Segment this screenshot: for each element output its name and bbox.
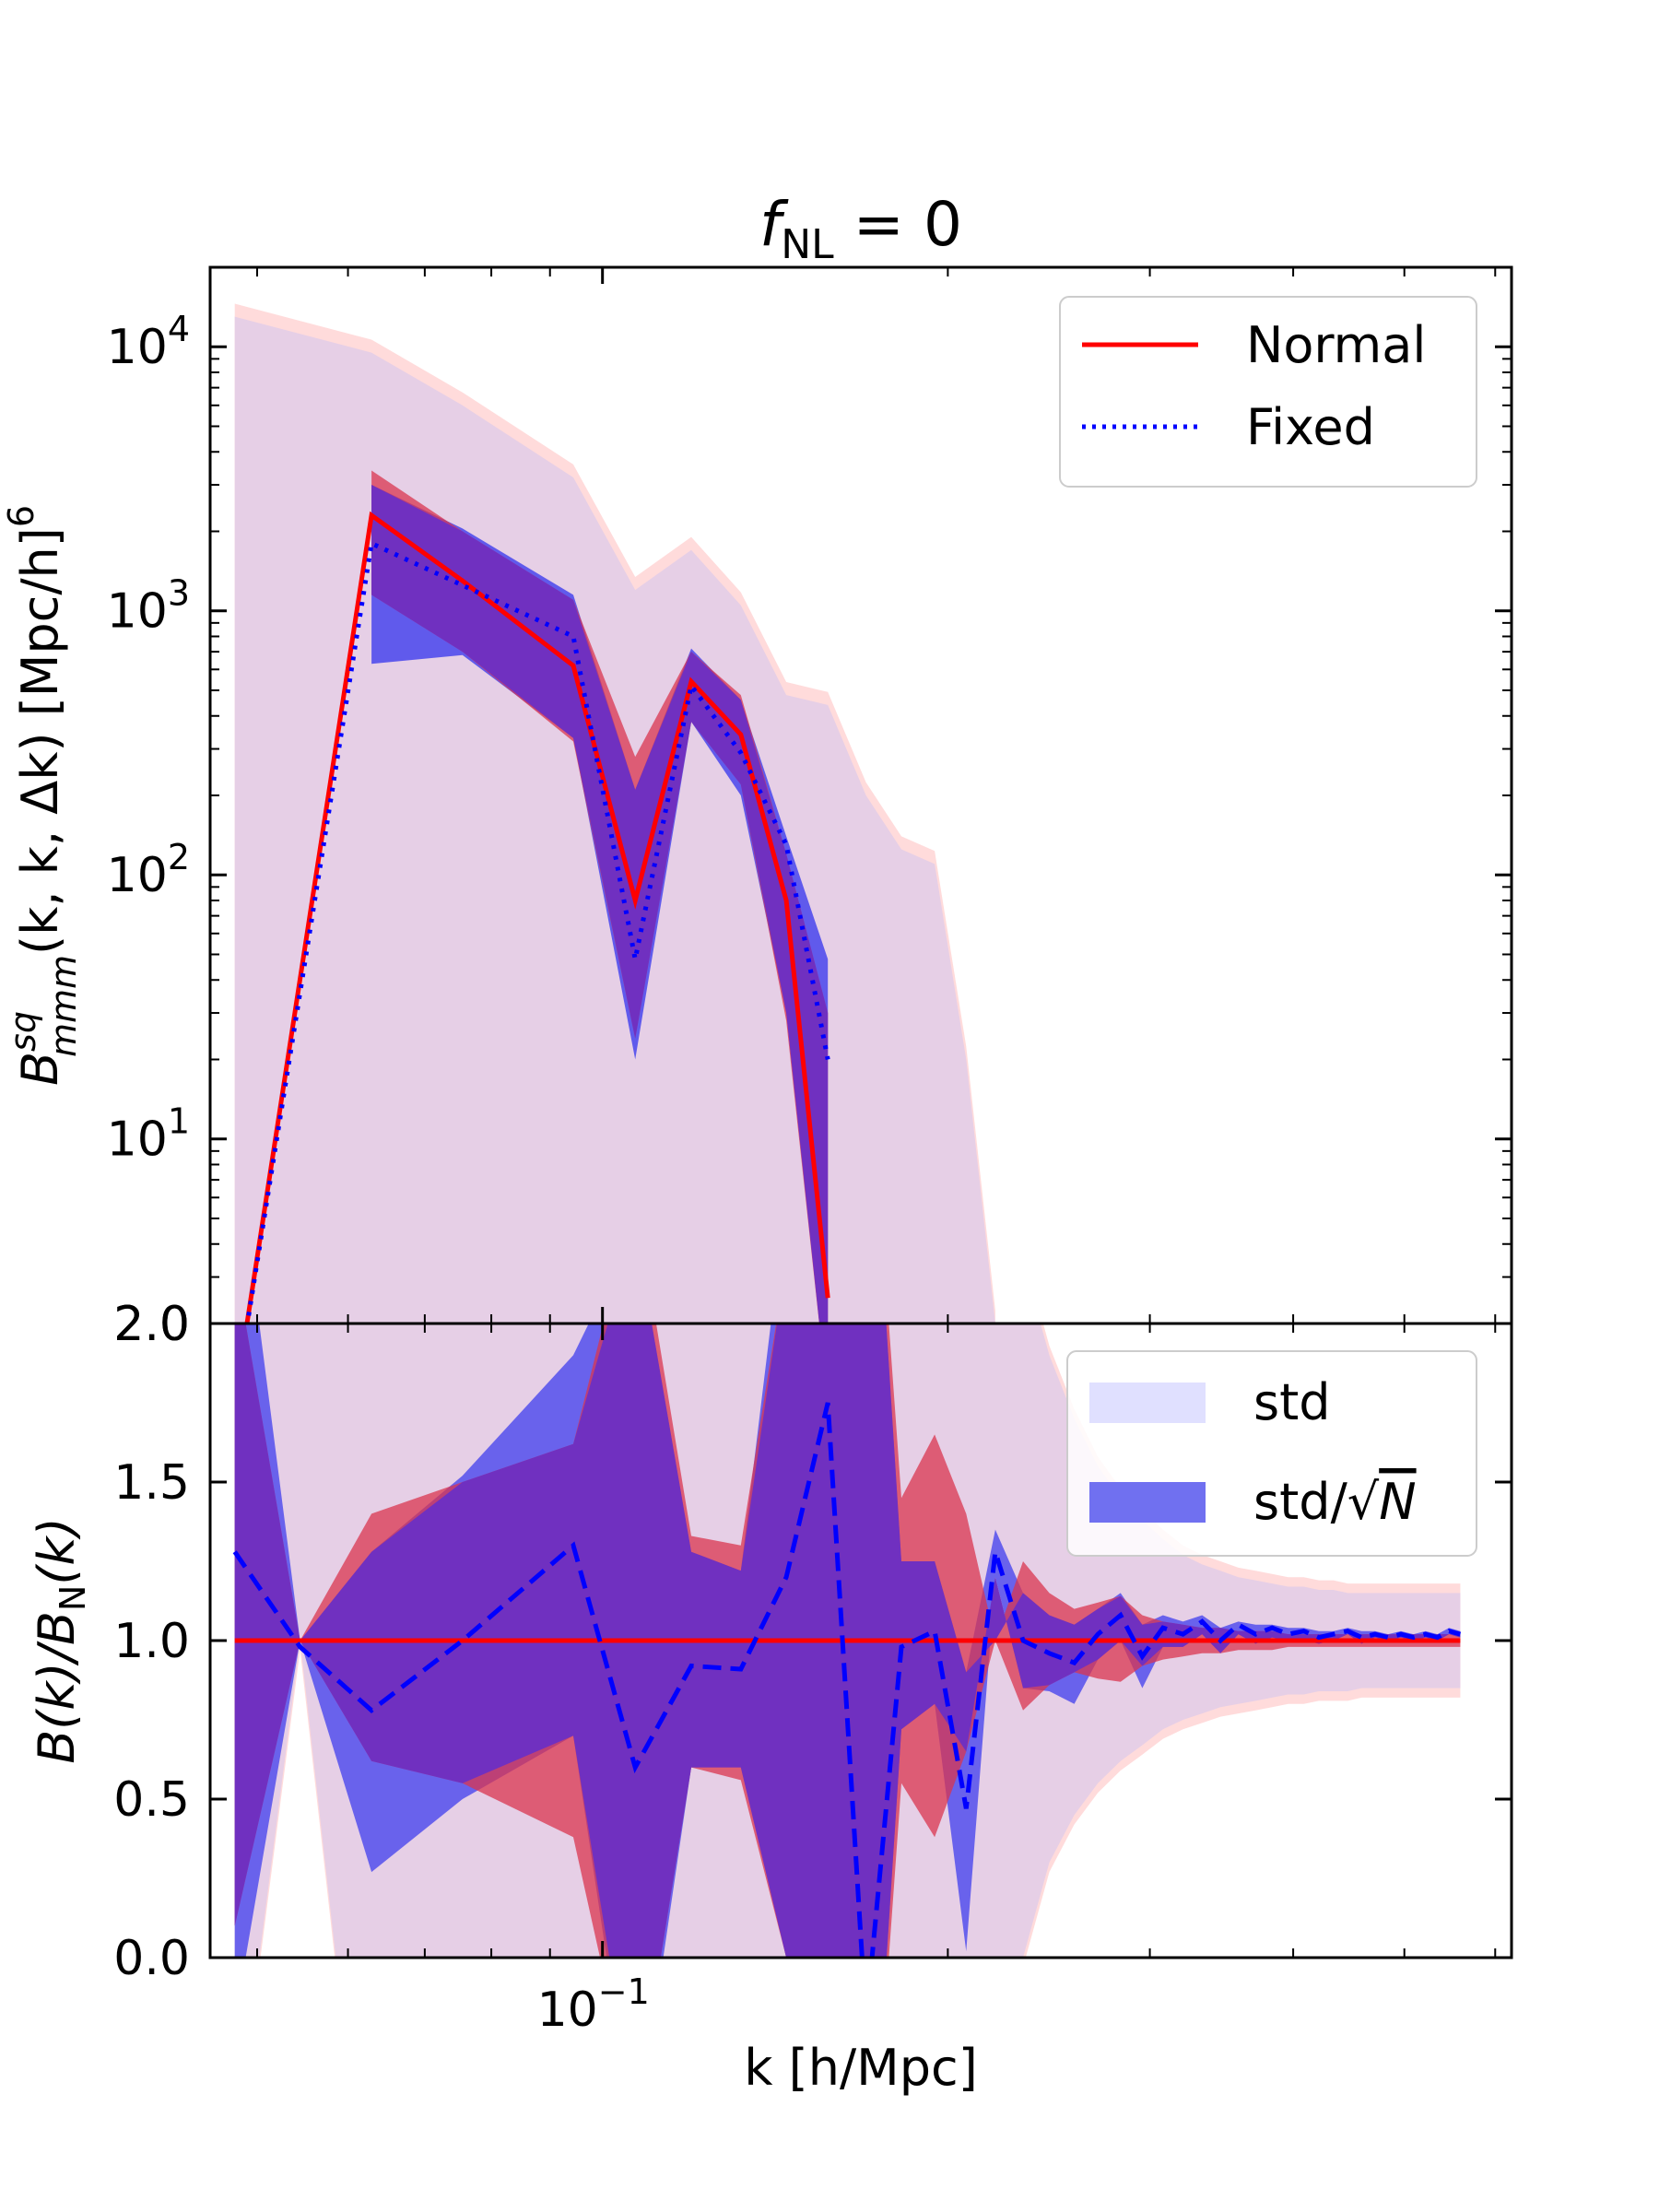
bottom-panel: 0.00.51.01.52.010−1 k [h/Mpc] B(k)/BN(k)… bbox=[28, 1297, 1513, 2097]
title-sub: NL bbox=[781, 221, 834, 268]
bottom-ytick-label-3: 1.5 bbox=[113, 1455, 190, 1511]
top-panel: 101 102 103 104 2.0 Bsqmmm(k, k, Δk) [Mpc/h]… bbox=[1, 265, 1513, 1352]
legend-sem-label: std/√N bbox=[1253, 1473, 1417, 1531]
top-ytick-label-1: 102 bbox=[107, 837, 190, 903]
legend-sem-n: N bbox=[1379, 1473, 1416, 1531]
top-ylabel-power: 6 bbox=[1, 505, 41, 527]
bottom-ylabel: B(k)/BN(k) bbox=[28, 1517, 93, 1764]
top-ylabel-b: B bbox=[11, 1052, 69, 1086]
top-ytick-label-2: 103 bbox=[107, 573, 190, 640]
chart-title: fNL = 0 bbox=[759, 189, 962, 268]
top-ylabel-args: (k, k, Δk) [Mpc/h] bbox=[11, 527, 69, 955]
legend-sem-swatch bbox=[1089, 1482, 1206, 1523]
bottom-xlabel: k [h/Mpc] bbox=[744, 2039, 978, 2097]
top-series-normal-line bbox=[244, 511, 830, 1324]
bottom-ylabel-a: B(k)/B bbox=[28, 1611, 86, 1764]
legend-std-swatch bbox=[1089, 1382, 1206, 1423]
title-rest: = 0 bbox=[834, 189, 962, 260]
top-ytick-label-bottom: 2.0 bbox=[113, 1297, 190, 1352]
top-ytick-label-0: 101 bbox=[107, 1101, 190, 1168]
top-legend: Normal Fixed bbox=[1059, 296, 1477, 488]
bottom-legend: std std/√N bbox=[1066, 1350, 1477, 1557]
top-ytick-label-3: 104 bbox=[107, 309, 190, 375]
legend-std-label: std bbox=[1253, 1373, 1331, 1431]
bottom-xtick-label-0: 10−1 bbox=[537, 1971, 650, 2038]
top-ylabel-sup: sq bbox=[3, 1011, 43, 1052]
bottom-ylabel-sub: N bbox=[53, 1585, 93, 1611]
top-sem-band-overlap bbox=[371, 485, 829, 1324]
legend-normal-label: Normal bbox=[1246, 316, 1426, 374]
legend-sem-std: std/ bbox=[1253, 1473, 1348, 1531]
bottom-ytick-label-1: 0.5 bbox=[113, 1772, 190, 1828]
bottom-ylabel-b: (k) bbox=[28, 1517, 86, 1584]
bottom-ytick-label-4: 2.0 bbox=[113, 1297, 190, 1352]
bottom-ytick-label-2: 1.0 bbox=[113, 1614, 190, 1669]
top-ylabel-sub: mmm bbox=[43, 955, 84, 1057]
bottom-ytick-label-0: 0.0 bbox=[113, 1931, 190, 1986]
legend-fixed-label: Fixed bbox=[1246, 398, 1375, 456]
top-ylabel: Bsqmmm(k, k, Δk) [Mpc/h]6 bbox=[1, 505, 84, 1086]
bottom-series-fixed-line bbox=[232, 1402, 1462, 1958]
legend-sem-sqrt: √ bbox=[1347, 1473, 1380, 1531]
